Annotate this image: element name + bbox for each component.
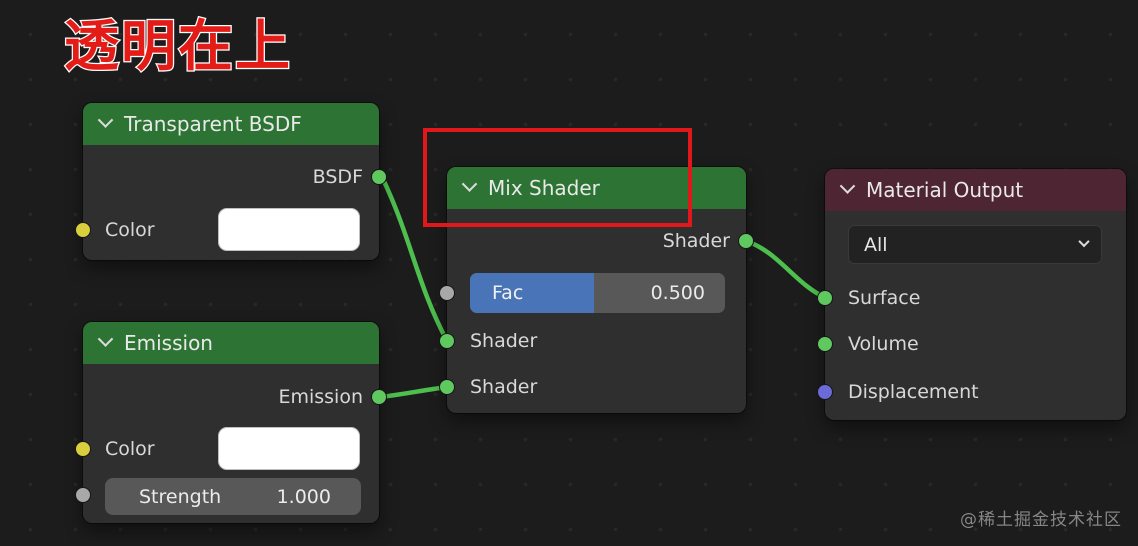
color-swatch[interactable] — [218, 208, 360, 251]
fac-label: Fac — [492, 282, 524, 304]
socket-volume-input[interactable] — [817, 336, 833, 352]
input-label-color: Color — [105, 438, 155, 460]
watermark: @稀土掘金技术社区 — [960, 510, 1122, 530]
input-label-shader-2: Shader — [470, 376, 538, 398]
wire-mix-to-output — [743, 238, 829, 301]
wire-emission-to-mix — [378, 384, 450, 400]
node-title: Mix Shader — [488, 176, 600, 200]
socket-shader-input-1[interactable] — [439, 333, 455, 349]
socket-color-input[interactable] — [75, 441, 91, 457]
socket-color-input[interactable] — [75, 222, 91, 238]
annotation-title: 透明在上 — [63, 14, 293, 78]
input-label-displacement: Displacement — [848, 381, 979, 403]
output-label-bsdf: BSDF — [312, 166, 363, 188]
chevron-down-icon — [1078, 235, 1090, 247]
output-label-shader: Shader — [662, 230, 730, 252]
node-title: Material Output — [866, 178, 1024, 202]
target-dropdown[interactable]: All — [848, 225, 1102, 264]
node-header-material-output[interactable]: Material Output — [825, 169, 1126, 211]
strength-field[interactable]: Strength 1.000 — [105, 478, 361, 515]
socket-emission-output[interactable] — [371, 389, 387, 405]
node-header-emission[interactable]: Emission — [83, 322, 379, 364]
fac-value: 0.500 — [650, 282, 705, 304]
node-material-output[interactable]: Material Output All Surface Volume Displ… — [817, 169, 1126, 420]
socket-fac-input[interactable] — [439, 285, 455, 301]
strength-value: 1.000 — [276, 485, 331, 508]
node-mix-shader[interactable]: Mix Shader Shader Fac 0.500 Shader Shade… — [439, 167, 754, 413]
node-title: Emission — [124, 331, 213, 355]
input-label-color: Color — [105, 219, 155, 241]
fac-slider[interactable]: Fac 0.500 — [470, 273, 725, 313]
fac-slider-fill — [470, 273, 594, 313]
strength-label: Strength — [139, 485, 222, 508]
target-dropdown-value: All — [864, 233, 888, 256]
socket-shader-output[interactable] — [738, 233, 754, 249]
input-label-volume: Volume — [848, 333, 919, 355]
socket-displacement-input[interactable] — [817, 384, 833, 400]
output-label-emission: Emission — [278, 386, 363, 408]
node-title: Transparent BSDF — [124, 112, 302, 136]
chevron-down-icon[interactable] — [97, 331, 114, 347]
node-emission[interactable]: Emission Emission Color Strength 1.000 — [75, 322, 387, 523]
socket-strength-input[interactable] — [75, 487, 91, 503]
node-header-transparent-bsdf[interactable]: Transparent BSDF — [83, 103, 379, 145]
chevron-down-icon[interactable] — [461, 176, 478, 192]
node-header-mix-shader[interactable]: Mix Shader — [447, 167, 746, 209]
input-label-surface: Surface — [848, 287, 921, 309]
socket-surface-input[interactable] — [817, 290, 833, 306]
socket-bsdf-output[interactable] — [371, 169, 387, 185]
color-swatch[interactable] — [218, 427, 360, 470]
socket-shader-input-2[interactable] — [439, 379, 455, 395]
chevron-down-icon[interactable] — [97, 112, 114, 128]
chevron-down-icon[interactable] — [839, 178, 856, 194]
input-label-shader-1: Shader — [470, 330, 538, 352]
wire-bsdf-to-mix — [379, 174, 450, 344]
node-transparent-bsdf[interactable]: Transparent BSDF BSDF Color — [75, 103, 387, 260]
